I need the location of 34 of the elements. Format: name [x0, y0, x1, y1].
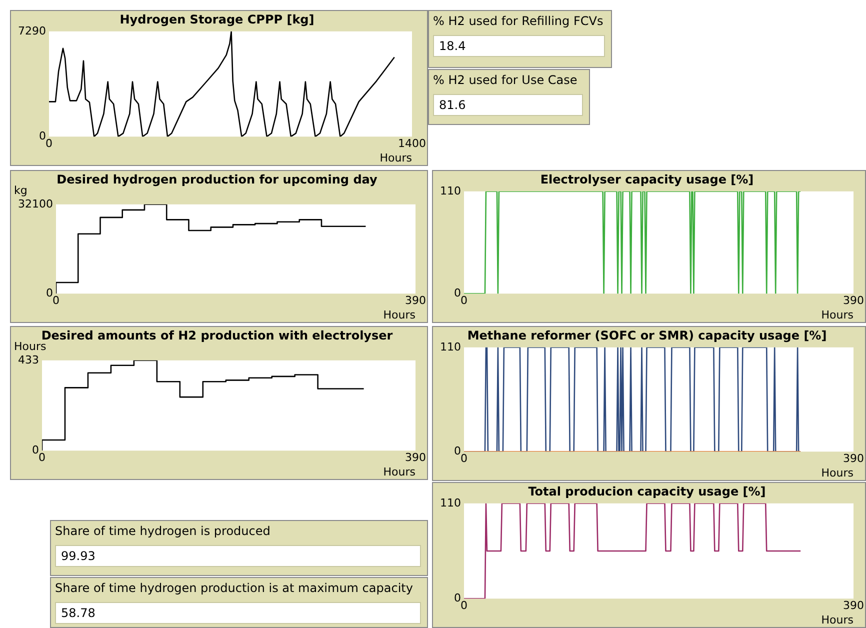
text: % H2 used for Refilling FCVs — [433, 14, 604, 28]
y-axis-title: kg — [14, 184, 28, 197]
chart-title: Total producion capacity usage [%] — [528, 484, 766, 498]
x-tick-label: 390 — [843, 294, 864, 308]
y-tick-label: 110 — [440, 184, 461, 198]
x-axis-title: Hours — [821, 613, 854, 626]
x-axis-title: Hours — [383, 465, 416, 478]
text: Share of time hydrogen is produced — [55, 524, 270, 538]
x-axis-title: Hours — [383, 308, 416, 322]
y-tick-label: 32100 — [18, 197, 53, 210]
text: 18.4 — [433, 35, 605, 57]
y-tick-label: 433 — [18, 353, 39, 366]
x-tick-label: 1400 — [398, 137, 426, 150]
x-tick-label: 390 — [843, 599, 864, 612]
chart-title: Electrolyser capacity usage [%] — [540, 172, 754, 186]
x-tick-label: 390 — [843, 452, 864, 466]
chart-title: Desired hydrogen production for upcoming day — [56, 172, 378, 186]
x-axis-title: Hours — [380, 151, 412, 164]
text: 99.93 — [55, 545, 421, 567]
chart-title: Methane reformer (SOFC or SMR) capacity usage [%] — [467, 328, 827, 342]
x-tick-label: 390 — [405, 451, 426, 464]
y-tick-label: 7290 — [18, 24, 46, 38]
y-tick-label: 110 — [440, 496, 461, 510]
y-axis-title: Hours — [14, 340, 46, 353]
text: Share of time hydrogen production is at maximum capacity — [55, 581, 413, 595]
x-tick-label: 390 — [405, 294, 426, 308]
text: 58.78 — [55, 602, 421, 624]
text: 81.6 — [433, 94, 583, 116]
x-axis-title: Hours — [821, 308, 854, 322]
text: % H2 used for Use Case — [433, 73, 578, 87]
chart-title: Hydrogen Storage CPPP [kg] — [120, 12, 314, 26]
chart-title: Desired amounts of H2 production with electrolyser — [41, 328, 393, 342]
x-axis-title: Hours — [821, 466, 854, 480]
y-tick-label: 110 — [440, 340, 461, 354]
